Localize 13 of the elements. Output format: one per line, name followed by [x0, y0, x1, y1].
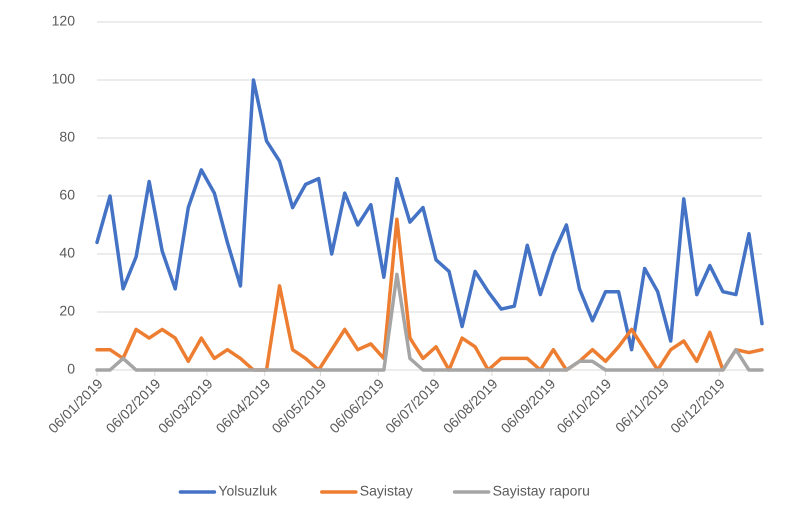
line-series [95, 217, 764, 372]
y-tick-label: 100 [52, 70, 76, 87]
y-tick-label: 40 [59, 244, 76, 261]
legend-label: Sayistay [360, 482, 413, 499]
y-tick-label: 80 [59, 128, 76, 145]
legend-label: Yolsuzluk [218, 482, 278, 499]
line-series [95, 78, 764, 352]
y-tick-label: 120 [52, 12, 76, 29]
y-tick-label: 0 [67, 360, 76, 377]
y-tick-label: 20 [59, 302, 76, 319]
y-tick-label: 60 [59, 186, 76, 203]
legend-label: Sayistay raporu [492, 482, 590, 499]
line-series [95, 272, 764, 372]
